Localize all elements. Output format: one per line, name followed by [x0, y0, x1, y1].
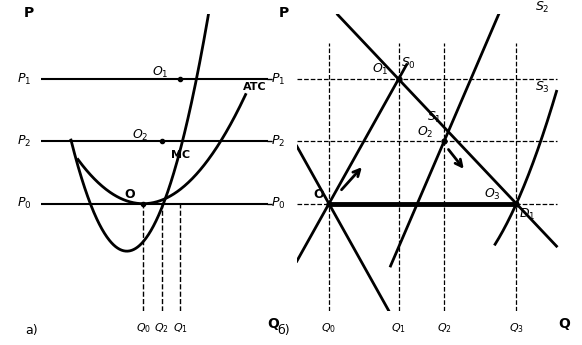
Text: $Q_0$: $Q_0$ [136, 321, 151, 335]
Text: MC: MC [171, 150, 190, 160]
Text: $O_3$: $O_3$ [484, 187, 501, 202]
Text: Q: Q [268, 317, 279, 331]
Text: $P_0$: $P_0$ [271, 196, 285, 211]
Text: $S_2$: $S_2$ [535, 0, 549, 15]
Text: P: P [278, 6, 289, 20]
Text: $O_2$: $O_2$ [132, 127, 148, 142]
Text: $P_1$: $P_1$ [17, 71, 31, 87]
Text: $Q_3$: $Q_3$ [509, 321, 524, 335]
Text: O: O [125, 188, 135, 201]
Text: $D_1$: $D_1$ [519, 207, 535, 222]
Text: $O_1$: $O_1$ [152, 65, 169, 80]
Text: $Q_2$: $Q_2$ [154, 321, 169, 335]
Text: ATC: ATC [243, 81, 267, 91]
Text: Q: Q [559, 317, 570, 331]
Text: $P_2$: $P_2$ [271, 134, 285, 149]
Text: $S_3$: $S_3$ [535, 80, 550, 96]
Text: O: O [313, 188, 324, 201]
Text: $P_1$: $P_1$ [271, 71, 285, 87]
Text: $Q_0$: $Q_0$ [321, 321, 336, 335]
Text: $P_0$: $P_0$ [17, 196, 31, 211]
Text: $P_2$: $P_2$ [17, 134, 31, 149]
Text: б): б) [277, 324, 290, 337]
Text: $Q_1$: $Q_1$ [391, 321, 406, 335]
Text: $S_1$: $S_1$ [427, 110, 441, 125]
Text: P: P [24, 6, 34, 20]
Text: $O_2$: $O_2$ [417, 125, 434, 139]
Text: $Q_1$: $Q_1$ [173, 321, 188, 335]
Text: $O_1$: $O_1$ [372, 62, 388, 77]
Text: а): а) [25, 324, 38, 337]
Text: $Q_2$: $Q_2$ [436, 321, 452, 335]
Text: $S_0$: $S_0$ [401, 56, 416, 71]
